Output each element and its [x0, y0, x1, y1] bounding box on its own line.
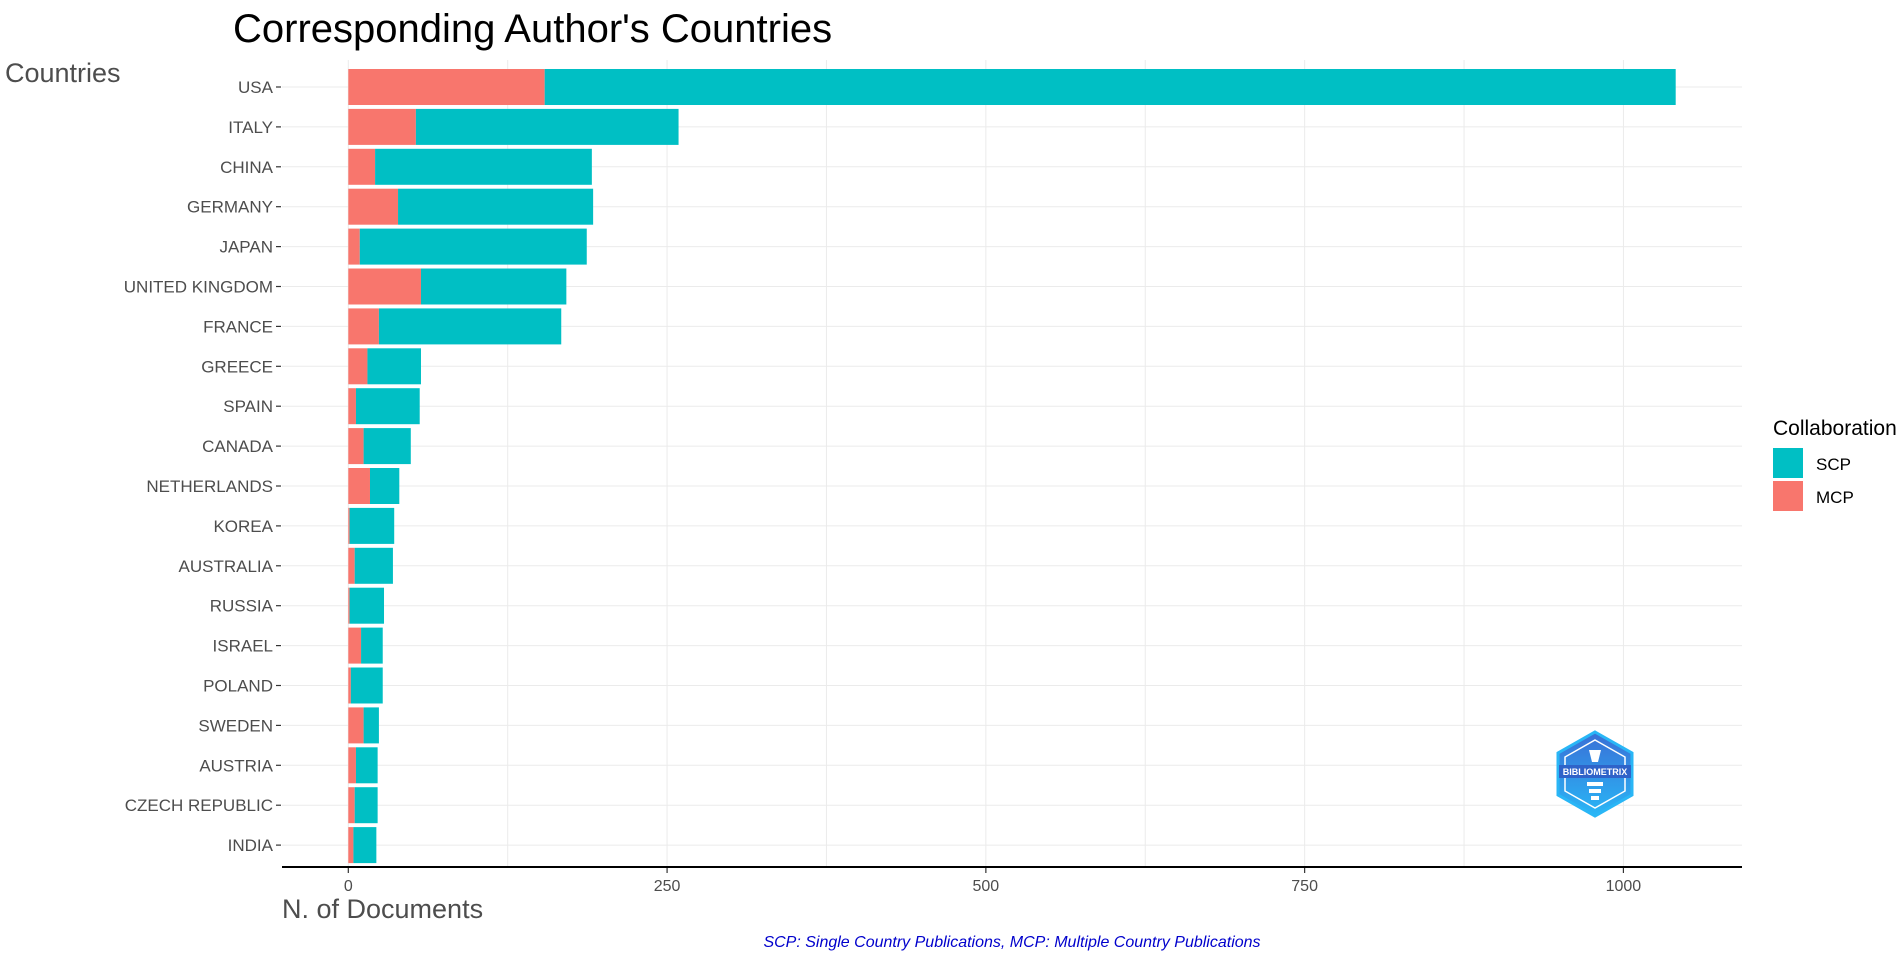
- bar-scp: [367, 348, 421, 385]
- legend-swatch-scp: [1773, 448, 1803, 478]
- bar-scp: [350, 667, 383, 704]
- bar-mcp: [348, 827, 354, 864]
- y-tick-label: SPAIN: [223, 397, 273, 416]
- bar-scp: [354, 547, 393, 584]
- legend-swatch-mcp: [1773, 481, 1803, 511]
- bar-mcp: [348, 228, 360, 265]
- bar-scp: [378, 308, 562, 345]
- y-tick-label: KOREA: [213, 517, 273, 536]
- bar-mcp: [348, 428, 364, 465]
- x-axis-label: N. of Documents: [282, 894, 483, 924]
- bar-scp: [369, 468, 400, 504]
- y-tick-label: CHINA: [220, 158, 274, 177]
- legend-title: Collaboration: [1773, 417, 1897, 440]
- bar-scp: [398, 188, 594, 225]
- bar-mcp: [348, 69, 545, 105]
- bar-scp: [355, 388, 420, 425]
- y-tick-label: CANADA: [202, 437, 274, 456]
- x-axis-ticks: 0 250 500 750 1000: [344, 867, 1641, 895]
- bar-mcp: [348, 507, 350, 544]
- bar-scp: [349, 587, 385, 624]
- bar-scp: [353, 827, 377, 864]
- y-tick-label: INDIA: [228, 836, 274, 855]
- y-tick-label: FRANCE: [203, 317, 273, 336]
- y-tick-label: JAPAN: [219, 238, 273, 257]
- legend-label-scp: SCP: [1816, 455, 1851, 474]
- y-tick-label: SWEDEN: [198, 716, 273, 735]
- bar-scp: [363, 707, 379, 744]
- y-tick-label: UNITED KINGDOM: [124, 278, 273, 297]
- y-tick-label: GREECE: [201, 357, 273, 376]
- x-tick-label: 1000: [1606, 878, 1642, 895]
- y-axis-ticks: USA ITALY CHINA GERMANY JAPAN UNITED KINGDOM F…: [124, 78, 281, 855]
- bar-mcp: [348, 587, 350, 624]
- y-tick-label: AUSTRIA: [199, 756, 273, 775]
- logo-inner-hexagon: [1564, 739, 1626, 809]
- logo-tower-icon: [1587, 750, 1603, 800]
- bar-mcp: [348, 468, 370, 504]
- bar-mcp: [348, 627, 362, 664]
- legend-label-mcp: MCP: [1816, 488, 1854, 507]
- bar-scp: [359, 228, 587, 265]
- bibliometrix-logo: BIBLIOMETRIX: [1556, 730, 1634, 818]
- y-tick-label: GERMANY: [187, 198, 273, 217]
- logo-banner: [1559, 765, 1631, 778]
- x-tick-label: 500: [973, 878, 1000, 895]
- bar-mcp: [348, 108, 416, 145]
- chart-caption: SCP: Single Country Publications, MCP: M…: [763, 934, 1260, 951]
- bar-scp: [420, 268, 567, 305]
- x-tick-label: 0: [344, 878, 353, 895]
- bar-mcp: [348, 188, 399, 225]
- y-tick-label: RUSSIA: [210, 597, 274, 616]
- bar-mcp: [348, 707, 364, 744]
- y-tick-label: NETHERLANDS: [146, 477, 273, 496]
- x-tick-label: 750: [1291, 878, 1318, 895]
- bar-mcp: [348, 268, 421, 305]
- bar-mcp: [348, 388, 356, 425]
- x-tick-label: 250: [654, 878, 681, 895]
- bar-mcp: [348, 787, 355, 824]
- y-axis-label: Countries: [5, 58, 121, 88]
- bar-scp: [544, 69, 1676, 105]
- bar-scp: [363, 428, 411, 465]
- y-tick-label: POLAND: [203, 677, 273, 696]
- y-tick-label: CZECH REPUBLIC: [125, 796, 273, 815]
- y-tick-label: ISRAEL: [213, 637, 273, 656]
- bar-mcp: [348, 348, 368, 385]
- bar-scp: [349, 507, 395, 544]
- bar-mcp: [348, 747, 356, 784]
- y-tick-label: AUSTRALIA: [179, 557, 274, 576]
- bar-mcp: [348, 308, 379, 345]
- bar-scp: [361, 627, 383, 664]
- bar-scp: [354, 787, 378, 824]
- logo-text: BIBLIOMETRIX: [1563, 767, 1628, 777]
- bar-scp: [415, 108, 679, 145]
- bar-mcp: [348, 547, 355, 584]
- bar-scp: [355, 747, 378, 784]
- chart-title: Corresponding Author's Countries: [233, 7, 832, 51]
- bars: [348, 69, 1676, 864]
- bar-mcp: [348, 148, 376, 185]
- bar-scp: [375, 148, 592, 185]
- legend: Collaboration SCP MCP: [1773, 417, 1897, 511]
- bar-mcp: [348, 667, 351, 704]
- y-tick-label: USA: [238, 78, 274, 97]
- y-tick-label: ITALY: [228, 118, 273, 137]
